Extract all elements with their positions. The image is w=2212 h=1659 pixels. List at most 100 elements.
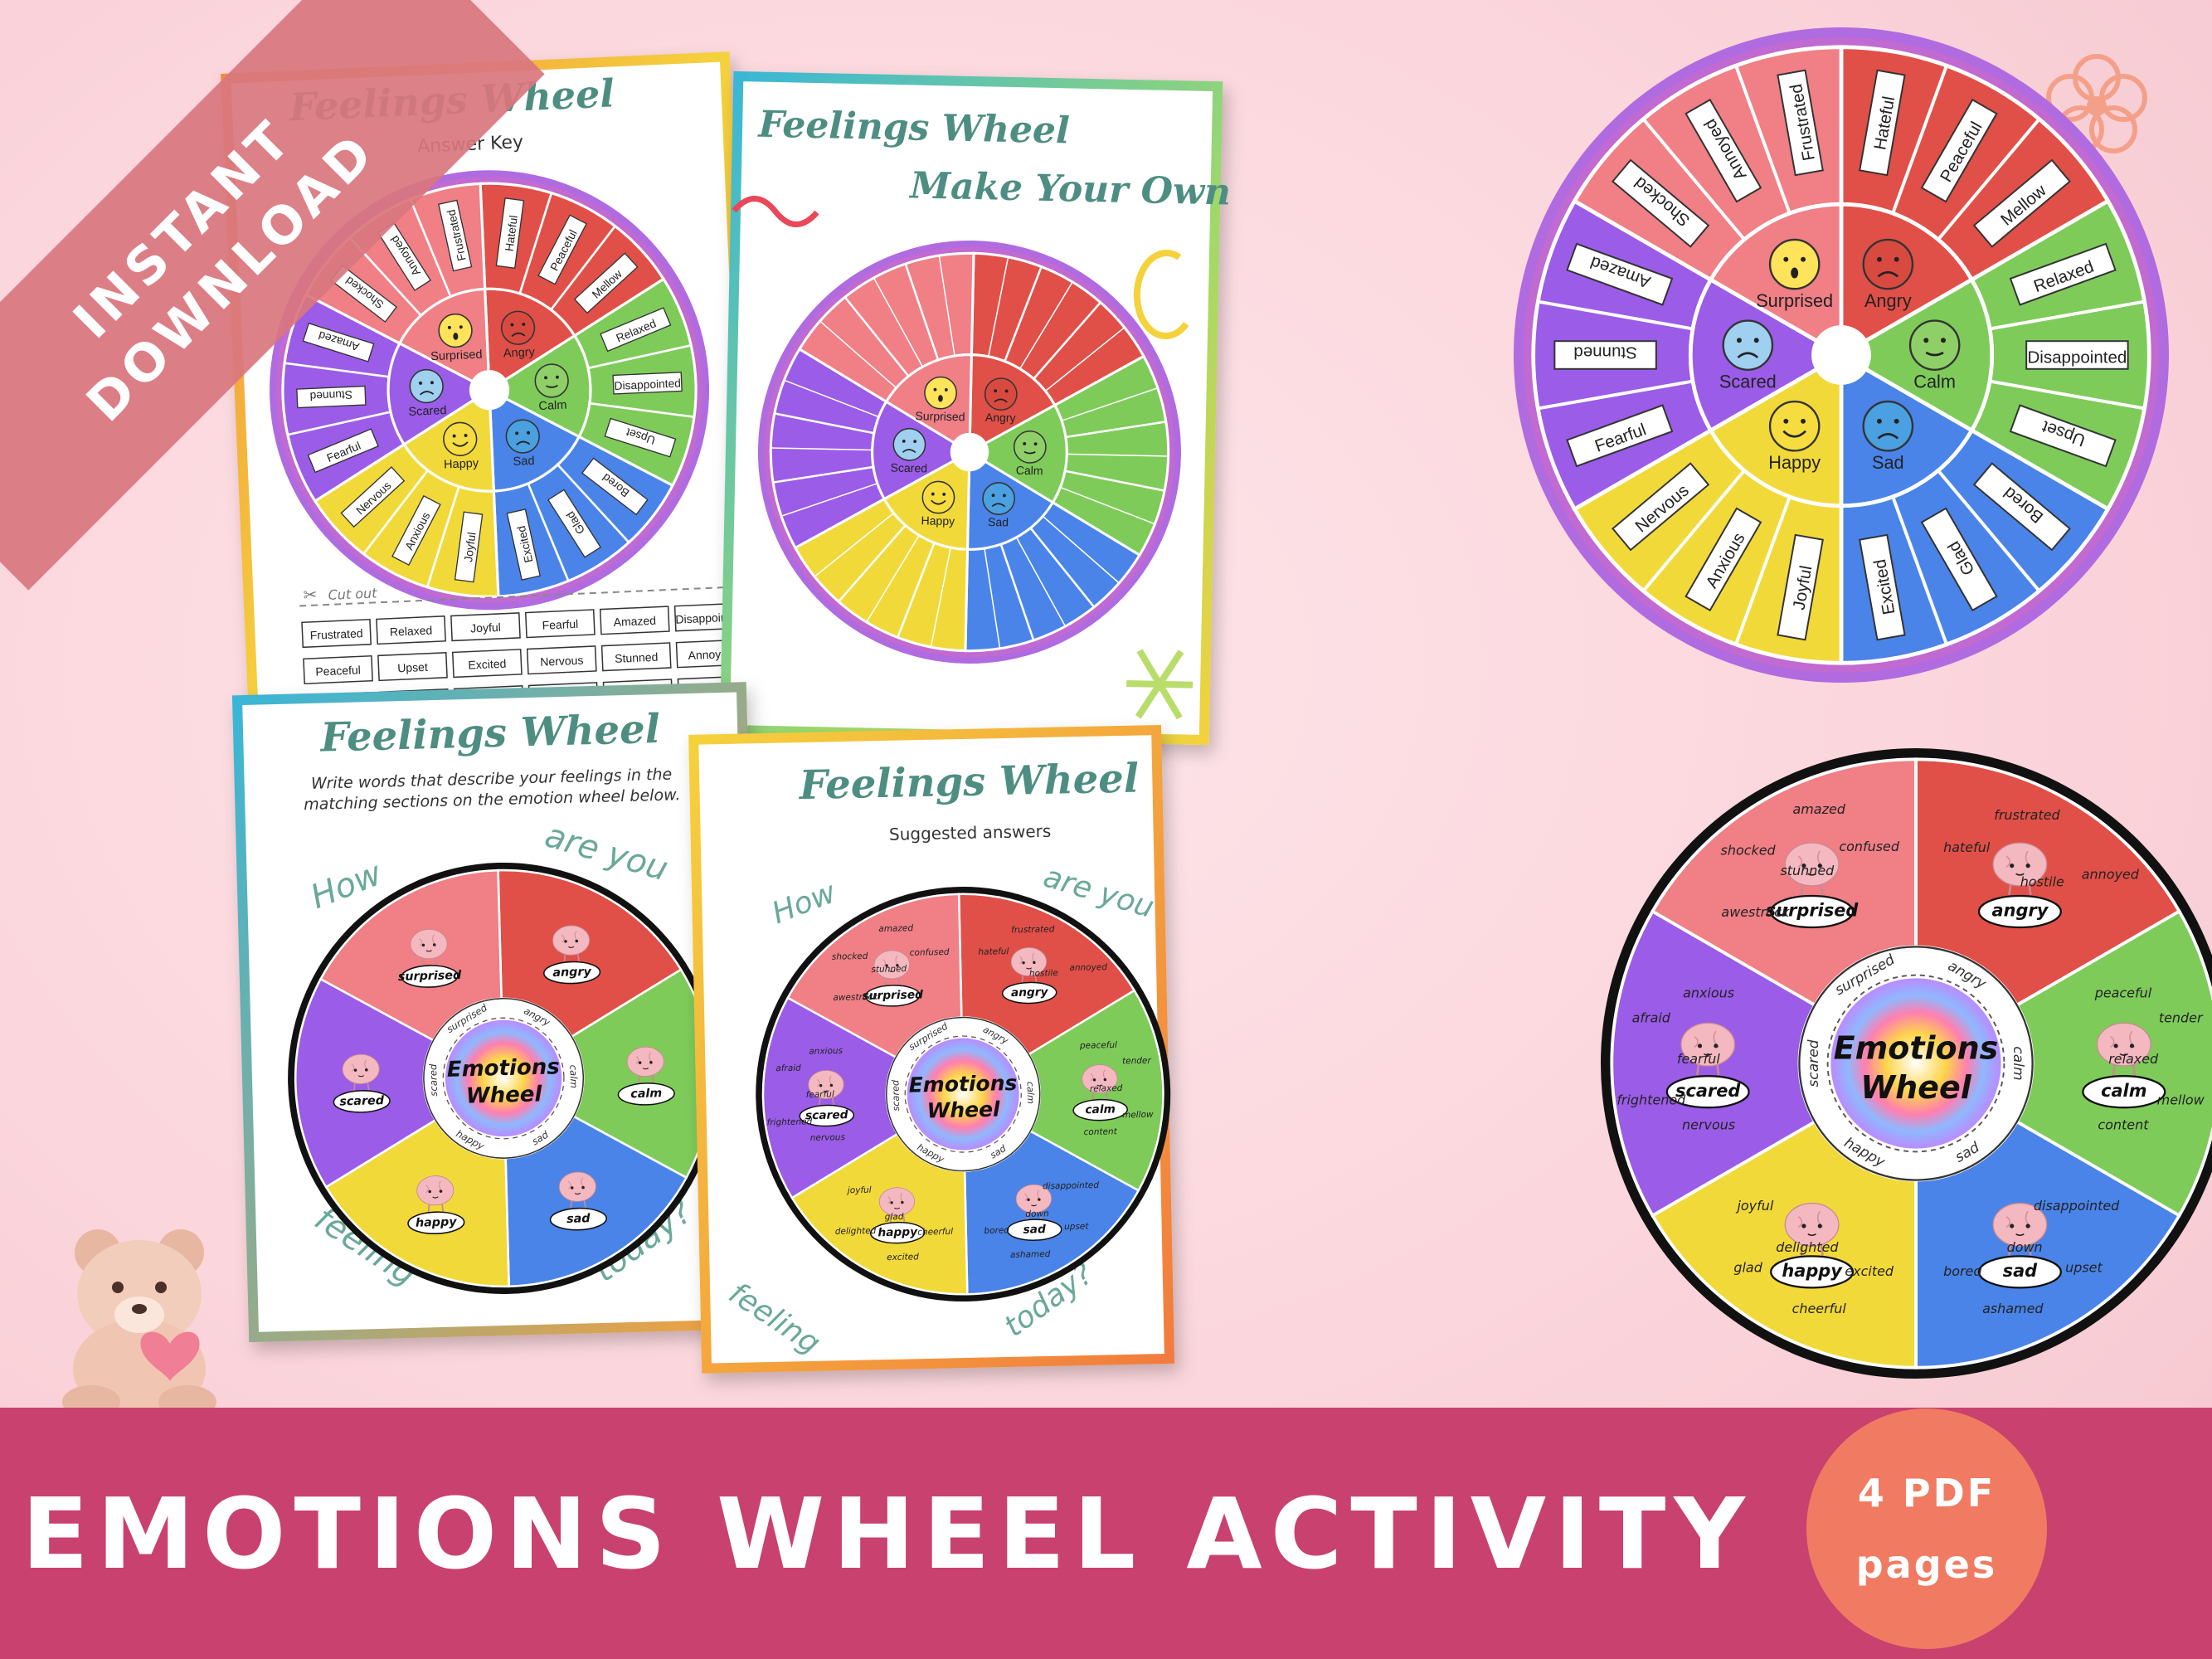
happy-face-icon: [1768, 400, 1821, 452]
word-hateful: hateful: [1943, 839, 1991, 855]
word-frustrated: frustrated: [1011, 924, 1055, 935]
outer-label-bored: Bored: [1972, 462, 2071, 552]
word-cheerful: cheerful: [1792, 1301, 1847, 1316]
core-label-scared: Scared: [408, 404, 447, 419]
svg-text:Fearful: Fearful: [542, 617, 578, 632]
word-upset: upset: [2065, 1260, 2103, 1276]
core-label-surprised: Surprised: [430, 348, 483, 364]
word-afraid: afraid: [775, 1063, 801, 1074]
word-delighted: delighted: [1776, 1239, 1839, 1255]
angry-brain-icon: [1992, 842, 2048, 896]
cutout-peaceful: Peaceful: [303, 654, 373, 685]
emotion-label-sad: sad: [2003, 1261, 2039, 1281]
emotion-label-sad: sad: [1023, 1223, 1046, 1237]
word-awestruck: awestruck: [833, 992, 878, 1003]
outer-label-stunned: Stunned: [1553, 340, 1657, 370]
emotion-label-calm: calm: [630, 1087, 662, 1101]
word-confused: confused: [910, 947, 950, 958]
center-title-line1: Emotions: [1834, 1029, 1999, 1066]
core-label-angry: Angry: [1864, 290, 1912, 311]
word-peaceful: peaceful: [1079, 1040, 1117, 1051]
core-label-calm: Calm: [1913, 372, 1956, 392]
center-title-line2: Wheel: [926, 1097, 1000, 1123]
word-hateful: hateful: [978, 946, 1009, 957]
word-relaxed: relaxed: [2108, 1051, 2159, 1067]
emotion-label-sad: sad: [566, 1212, 591, 1226]
happy-brain-icon: [878, 1187, 916, 1223]
emotion-label-scared: scared: [1675, 1081, 1741, 1101]
outer-label-excited: Excited: [1859, 533, 1906, 641]
center-title-line2: Wheel: [1860, 1069, 1972, 1106]
word-stunned: stunned: [871, 964, 907, 975]
word-upset: upset: [1064, 1222, 1089, 1233]
word-down: down: [2007, 1239, 2043, 1255]
core-label-angry: Angry: [503, 346, 536, 361]
calm-face-icon: [1908, 319, 1961, 371]
word-fearful: fearful: [806, 1089, 835, 1100]
word-ashamed: ashamed: [1982, 1301, 2044, 1316]
word-anxious: anxious: [1683, 985, 1734, 1001]
sad-face-icon: [1862, 400, 1914, 452]
badge-line1: 4 PDF: [1857, 1471, 1996, 1515]
calm-brain-icon: [626, 1046, 664, 1083]
emotion-label-happy: happy: [878, 1225, 918, 1239]
word-tender: tender: [2159, 1010, 2204, 1026]
scared-brain-icon: [1680, 1022, 1736, 1076]
happy-brain-icon: [416, 1175, 455, 1212]
word-excited: excited: [887, 1252, 919, 1262]
svg-text:Relaxed: Relaxed: [390, 624, 433, 639]
scissors-icon: ✂: [303, 585, 318, 606]
calm-face-icon: [534, 363, 569, 398]
sad-brain-icon: [1015, 1184, 1053, 1219]
svg-text:Stunned: Stunned: [615, 650, 659, 665]
emotion-label-calm: calm: [1085, 1102, 1116, 1117]
happy-brain-icon: [1784, 1202, 1840, 1256]
word-nervous: nervous: [810, 1132, 846, 1143]
cutout-nervous: Nervous: [526, 645, 597, 675]
suggested-wheel: EmotionsWheelangryangryhatefulfrustrated…: [756, 887, 1171, 1302]
word-mellow: mellow: [2157, 1092, 2205, 1107]
core-label-calm: Calm: [538, 399, 567, 413]
word-confused: confused: [1839, 839, 1899, 854]
emotion-label-happy: happy: [416, 1215, 458, 1229]
word-shocked: shocked: [832, 951, 868, 962]
emotion-label-angry: angry: [552, 966, 592, 980]
core-label-sad: Sad: [1872, 452, 1904, 473]
ring-decor: [1133, 250, 1189, 340]
word-glad: glad: [885, 1212, 904, 1222]
angry-brain-icon: [1010, 947, 1048, 983]
emotion-label-angry: angry: [1991, 901, 2049, 921]
word-disappointed: disappointed: [2034, 1198, 2120, 1214]
outer-label-hateful: Hateful: [495, 197, 525, 269]
word-annoyed: annoyed: [2082, 867, 2140, 883]
word-anxious: anxious: [809, 1046, 843, 1057]
outer-label-upset: Upset: [2009, 404, 2117, 468]
surprised-face-icon: [924, 376, 957, 410]
core-label-angry: Angry: [985, 411, 1016, 425]
word-bored: bored: [984, 1225, 1009, 1236]
scared-face-icon: [1722, 319, 1774, 371]
make-own-wheel: Angry Calm Sad Happy Scared Surprised: [757, 240, 1181, 664]
happy-face-icon: [443, 421, 478, 456]
banner-title: EMOTIONS WHEEL ACTIVITY: [22, 1476, 1753, 1591]
word-frightened: frightened: [1616, 1092, 1686, 1107]
cutout-excited: Excited: [451, 649, 523, 679]
svg-text:Excited: Excited: [468, 657, 507, 672]
word-amazed: amazed: [1792, 801, 1845, 817]
emotion-label-surprised: surprised: [862, 988, 923, 1003]
outer-label-joyful: Joyful: [1777, 533, 1824, 641]
word-stunned: stunned: [1780, 863, 1835, 878]
cutout-frustrated: Frustrated: [301, 618, 372, 649]
calm-brain-icon: [2096, 1022, 2151, 1076]
core-label-happy: Happy: [444, 457, 479, 472]
core-label-calm: Calm: [1016, 464, 1043, 478]
cut-out-label: Cut out: [328, 585, 377, 603]
svg-text:Disappointed: Disappointed: [614, 377, 681, 392]
emotion-label-calm: calm: [2101, 1081, 2146, 1101]
svg-text:Joyful: Joyful: [470, 620, 501, 635]
cutout-amazed: Amazed: [599, 606, 670, 635]
surprised-brain-icon: [410, 928, 448, 966]
big-word-wheel: EmotionsWheelangryangryhatefulfrustrated…: [1601, 748, 2212, 1379]
emotion-label-surprised: surprised: [1766, 901, 1860, 921]
